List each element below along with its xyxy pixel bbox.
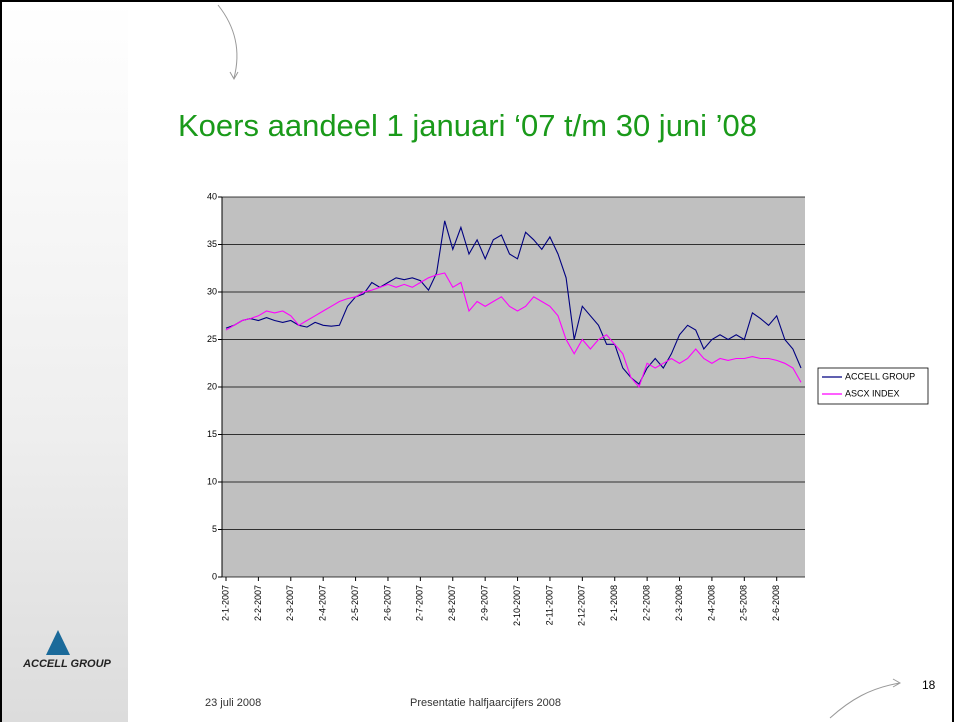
y-tick-label: 30 [207,286,217,296]
x-tick-label: 2-11-2007 [544,585,554,625]
legend-label: ASCX INDEX [845,388,900,398]
slide: Koers aandeel 1 januari ‘07 t/m 30 juni … [0,0,954,722]
x-tick-label: 2-5-2008 [739,585,749,621]
x-tick-label: 2-12-2007 [577,585,587,626]
y-tick-label: 20 [207,381,217,391]
x-tick-label: 2-4-2007 [318,585,328,621]
x-tick-label: 2-10-2007 [512,585,522,626]
y-tick-label: 5 [212,524,217,534]
y-tick-label: 15 [207,429,217,439]
x-tick-label: 2-6-2007 [382,585,392,621]
page-number: 18 [922,678,936,692]
x-tick-label: 2-1-2007 [220,585,230,621]
slide-title: Koers aandeel 1 januari ‘07 t/m 30 juni … [178,108,757,143]
y-tick-label: 40 [207,191,217,201]
y-tick-label: 10 [207,476,217,486]
y-tick-label: 25 [207,334,217,344]
x-tick-label: 2-2-2008 [642,585,652,621]
logo-text: ACCELL GROUP [22,658,111,670]
x-tick-label: 2-2-2007 [253,585,263,621]
x-tick-label: 2-4-2008 [706,585,716,621]
side-strip [0,0,128,722]
y-tick-label: 35 [207,239,217,249]
x-tick-label: 2-1-2008 [609,585,619,621]
x-tick-label: 2-5-2007 [350,585,360,621]
legend-label: ACCELL GROUP [845,371,915,381]
footer-text: Presentatie halfjaarcijfers 2008 [410,697,561,709]
y-tick-label: 0 [212,571,217,581]
footer-date: 23 juli 2008 [205,697,261,709]
x-tick-label: 2-9-2007 [480,585,490,621]
x-tick-label: 2-6-2008 [771,585,781,621]
x-tick-label: 2-3-2007 [285,585,295,621]
x-tick-label: 2-8-2007 [447,585,457,621]
x-tick-label: 2-3-2008 [674,585,684,621]
x-tick-label: 2-7-2007 [415,585,425,621]
